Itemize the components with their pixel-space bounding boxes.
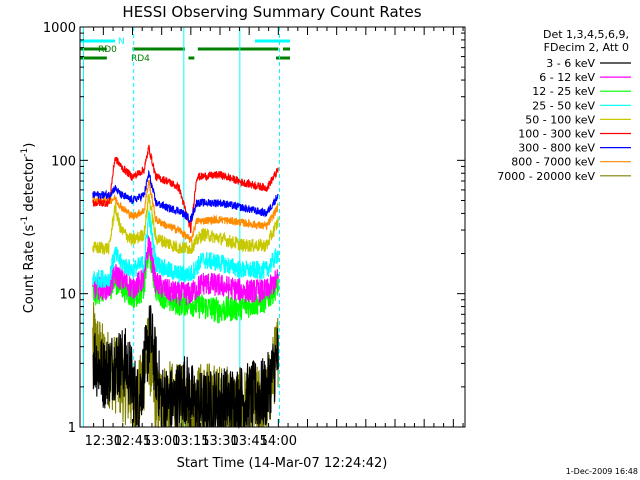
legend-entry-label: 7000 - 20000 keV: [497, 170, 595, 183]
legend-header-line: Det 1,3,4,5,6,9,: [543, 28, 629, 41]
series-line-7: [92, 179, 279, 244]
chart-title: HESSI Observing Summary Count Rates: [122, 3, 421, 21]
y-axis-label-close: ): [22, 143, 37, 148]
y-tick-label: 1000: [43, 21, 76, 36]
y-axis-label-sup-2: -1: [20, 148, 30, 157]
timestamp: 1-Dec-2009 16:48: [566, 467, 638, 476]
x-tick-label: 12:45: [114, 434, 151, 449]
legend-entry-label: 6 - 12 keV: [539, 71, 595, 84]
x-tick-label: 13:45: [230, 434, 267, 449]
legend-entry-label: 50 - 100 keV: [525, 113, 595, 126]
vertical-markers: [83, 27, 280, 427]
x-tick-label: 13:00: [143, 434, 180, 449]
series-line-6: [92, 169, 279, 224]
legend-entry-label: 100 - 300 keV: [518, 128, 595, 141]
series-line-4: [92, 193, 279, 255]
y-axis-label-sup: -1: [20, 216, 30, 225]
legend-entry-label: 800 - 7000 keV: [511, 156, 595, 169]
y-tick-label: 10: [59, 288, 76, 303]
legend-entry-label: 25 - 50 keV: [532, 99, 595, 112]
x-tick-label: 13:15: [172, 434, 209, 449]
y-axis-label: Count Rate (s-1 detector-1): [20, 143, 37, 314]
flag-label-rd4: RD4: [131, 54, 150, 64]
legend-entry-label: 3 - 6 keV: [546, 57, 595, 70]
y-axis-label-tail: detector: [22, 156, 37, 216]
legend-header-line: FDecim 2, Att 0: [544, 41, 629, 54]
series-line-2: [92, 236, 279, 325]
series-lines: [92, 144, 279, 429]
y-tick-label: 100: [51, 154, 76, 169]
legend-entry-label: 12 - 25 keV: [532, 85, 595, 98]
x-axis-label: Start Time (14-Mar-07 12:24:42): [177, 456, 388, 471]
x-tick-label: 12:30: [85, 434, 122, 449]
plot-frame: [79, 26, 466, 428]
series-line-1: [92, 235, 279, 306]
legend-entry-label: 300 - 800 keV: [518, 142, 595, 155]
series-line-3: [92, 210, 279, 288]
y-axis-label-main: Count Rate (s: [22, 225, 37, 314]
series-line-5: [92, 144, 279, 234]
y-tick-label: 1: [68, 421, 76, 436]
legend: Det 1,3,4,5,6,9,FDecim 2, Att 0 3 - 6 keV…: [497, 28, 631, 183]
x-tick-label: 14:00: [260, 434, 297, 449]
x-tick-label: 13:30: [201, 434, 238, 449]
series-line-0: [92, 305, 279, 429]
flag-label-n: N: [118, 37, 125, 47]
y-axis: 1 10 100 1000: [43, 21, 465, 436]
flag-label-rd0: RD0: [98, 45, 117, 55]
